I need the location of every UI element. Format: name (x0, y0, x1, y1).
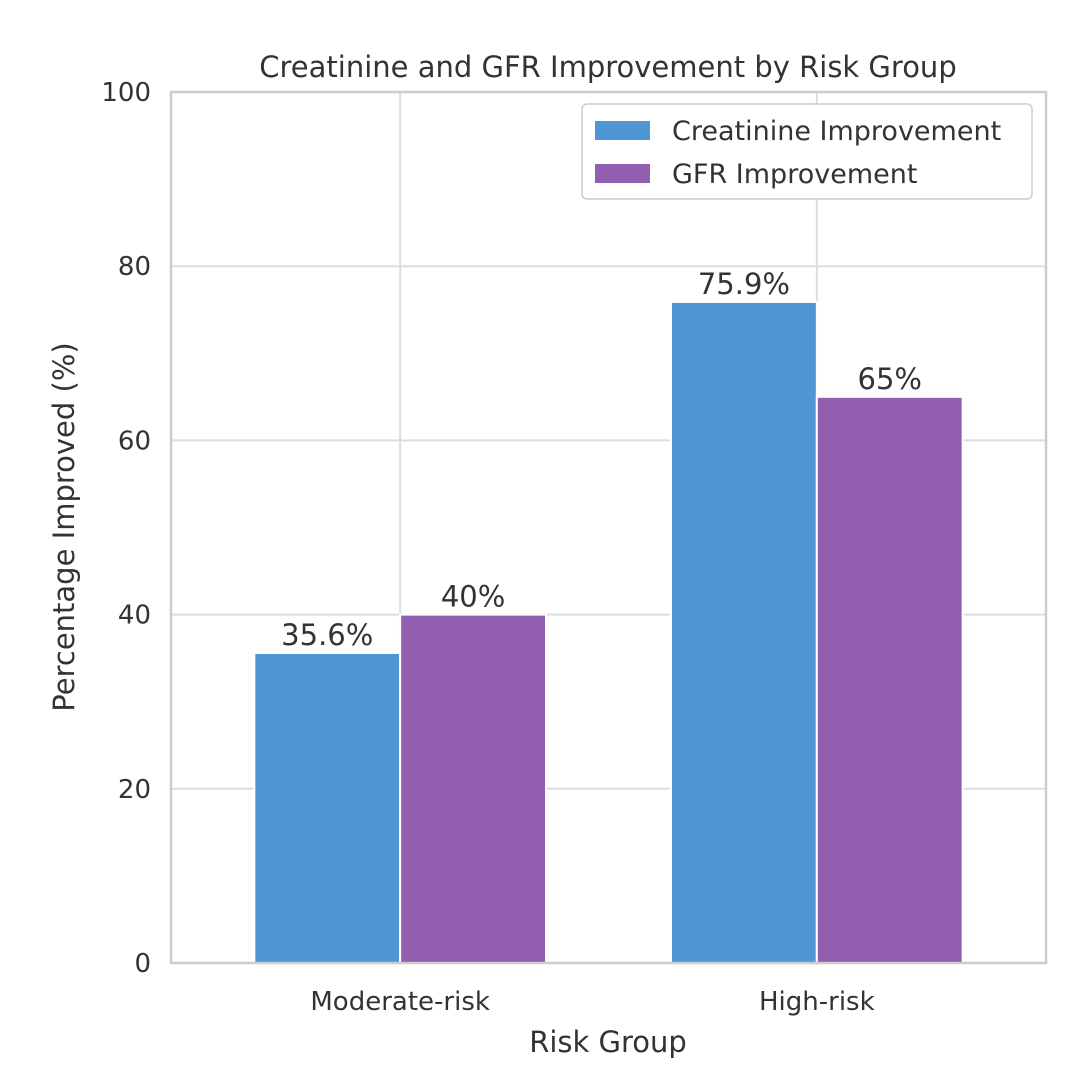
y-tick-label: 80 (118, 252, 151, 282)
x-tick-label: High-risk (759, 987, 875, 1017)
legend-label-gfr: GFR Improvement (672, 159, 917, 190)
chart-title: Creatinine and GFR Improvement by Risk G… (259, 50, 956, 84)
x-axis-label: Risk Group (529, 1025, 687, 1059)
bars (253, 300, 964, 965)
legend-box (581, 103, 1033, 200)
bar-value-label: 35.6% (281, 618, 373, 652)
bar (815, 395, 964, 965)
x-tick-label: Moderate-risk (310, 987, 490, 1017)
legend-swatch-creatinine (595, 121, 650, 140)
legend-label-creatinine: Creatinine Improvement (672, 116, 1001, 147)
bar (253, 651, 402, 964)
legend: Creatinine Improvement GFR Improvement (581, 103, 1033, 200)
bar-value-label: 65% (858, 362, 922, 396)
plot-area-frame (169, 90, 1048, 965)
y-tick-label: 60 (118, 426, 151, 456)
y-axis-label: Percentage Improved (%) (47, 342, 81, 711)
legend-swatch-gfr (595, 164, 650, 183)
bar-value-label: 75.9% (698, 267, 790, 301)
bar-value-label: 40% (441, 580, 505, 614)
bar (670, 300, 818, 964)
bar (399, 613, 547, 964)
bar-value-labels: 35.6% 75.9% 40% 65% (281, 267, 922, 652)
y-axis-ticks: 0 20 40 60 80 100 (101, 78, 151, 979)
y-tick-label: 100 (101, 78, 151, 108)
y-tick-label: 40 (118, 601, 151, 631)
y-tick-label: 20 (118, 775, 151, 805)
y-tick-label: 0 (134, 949, 151, 979)
x-axis-ticks: Moderate-risk High-risk (310, 987, 874, 1017)
